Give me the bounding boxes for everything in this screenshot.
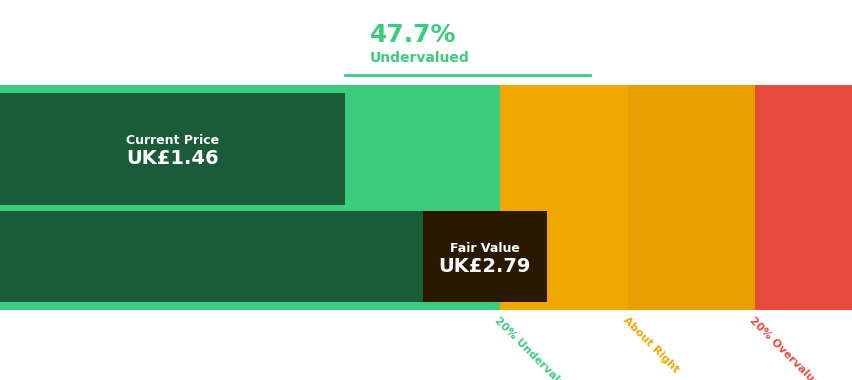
Bar	[754, 85, 852, 310]
Text: 47.7%: 47.7%	[370, 23, 456, 47]
Text: 20% Overvalued: 20% Overvalued	[747, 315, 826, 380]
Text: UK£1.46: UK£1.46	[126, 149, 218, 168]
Text: About Right: About Right	[620, 315, 680, 375]
Text: Fair Value: Fair Value	[450, 242, 519, 255]
Text: Undervalued: Undervalued	[370, 51, 469, 65]
Bar	[499, 85, 627, 310]
Bar	[423, 211, 546, 302]
Text: 20% Undervalued: 20% Undervalued	[492, 315, 577, 380]
Bar	[627, 85, 754, 310]
Text: Current Price: Current Price	[125, 135, 219, 147]
Bar	[0, 93, 344, 205]
Bar	[0, 211, 546, 302]
Text: UK£2.79: UK£2.79	[438, 257, 531, 276]
Bar	[0, 85, 499, 310]
